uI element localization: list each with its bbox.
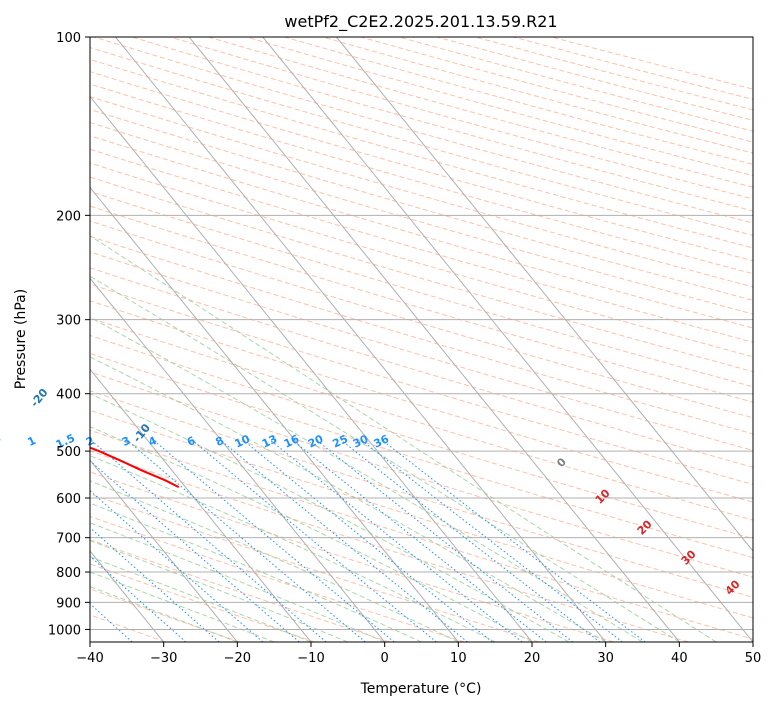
dry-adiabat-line (90, 47, 753, 236)
x-tick-label: 40 (671, 651, 688, 666)
mixing-ratio-line (382, 440, 646, 642)
x-tick-label: −10 (297, 651, 324, 666)
mixing-ratio-label: 0.6 (0, 431, 3, 451)
mixing-ratio-label: 16 (282, 432, 302, 450)
dry-adiabat-line (90, 121, 753, 315)
y-tick-label: 1000 (48, 623, 81, 638)
isotherm-line (90, 186, 459, 642)
x-tick-label: −30 (150, 651, 177, 666)
mixing-ratio-line (270, 440, 523, 642)
mixing-ratio-line (90, 490, 264, 642)
x-tick-label: −20 (224, 651, 251, 666)
isotherm-line (115, 37, 607, 642)
dry-adiabat-line (208, 37, 753, 188)
background-lines (90, 37, 753, 642)
y-tick-label: 500 (56, 445, 81, 460)
dry-adiabat-line (246, 37, 753, 177)
dry-adiabat-line (90, 176, 753, 373)
dry-adiabat-line (90, 267, 753, 468)
dry-adiabat-line (169, 37, 753, 200)
moist-adiabat-line (90, 571, 275, 642)
y-tick-label: 300 (56, 314, 81, 329)
dry-adiabat-line (93, 37, 753, 224)
dry-adiabat-line (90, 283, 753, 486)
y-tick-label: 700 (56, 532, 81, 547)
dry-adiabat-line (131, 37, 753, 212)
isotherm-line (90, 95, 533, 642)
dry-adiabat-line (90, 539, 390, 642)
dry-adiabat-line (90, 352, 753, 559)
dry-adiabat-line (90, 251, 753, 451)
mixing-ratio-line (90, 460, 300, 642)
x-tick-label: 10 (450, 651, 467, 666)
y-tick-label: 100 (56, 31, 81, 46)
y-tick-label: 600 (56, 492, 81, 507)
mixing-ratio-line (127, 440, 366, 642)
dry-adiabat-line (284, 37, 753, 165)
moist-adiabat-line (90, 522, 385, 642)
mixing-ratio-label: 20 (306, 432, 326, 450)
moist-adiabat-line (90, 586, 238, 642)
x-tick-label: 0 (381, 651, 389, 666)
mixing-ratio-label: 25 (331, 432, 350, 450)
dry-adiabat-line (90, 371, 753, 578)
mixing-ratio-line (192, 440, 437, 642)
y-axis-label: Pressure (hPa) (13, 289, 29, 389)
x-tick-label: 20 (524, 651, 541, 666)
mixing-ratio-label: 10 (233, 432, 253, 450)
mixing-ratio-label: 36 (372, 432, 392, 450)
axis-ticks: −40 −30 −20 −10 0 10 20 30 40 50 100 200 300 400 500 60… (48, 31, 761, 666)
y-tick-label: 800 (56, 566, 81, 581)
plot-frame (89, 36, 754, 643)
mixing-ratio-label: 30 (351, 432, 371, 450)
dry-adiabat-line (90, 162, 753, 358)
x-tick-label: 30 (597, 651, 614, 666)
x-tick-label: −40 (76, 651, 103, 666)
isotherm-line (90, 277, 386, 642)
isotherm-line (262, 37, 753, 642)
y-tick-label: 200 (56, 209, 81, 224)
y-tick-label: 400 (56, 388, 81, 403)
dry-adiabat-line (90, 235, 753, 435)
chart-title: wetPf2_C2E2.2025.201.13.59.R21 (284, 12, 557, 32)
isotherm-line (90, 459, 238, 642)
isotherm-line (90, 368, 312, 642)
dry-adiabat-line (90, 317, 753, 521)
mixing-ratio-line (153, 440, 395, 642)
x-tick-label: 50 (745, 651, 762, 666)
x-axis-label: Temperature (°C) (360, 681, 482, 697)
dry-adiabat-line (90, 135, 753, 329)
y-tick-label: 900 (56, 596, 81, 611)
mixing-ratio-line (361, 440, 623, 642)
dry-adiabat-line (90, 205, 753, 403)
dry-adiabat-line (90, 108, 753, 301)
moist-adiabat-line (90, 556, 312, 642)
mixing-ratio-line (243, 440, 493, 642)
isotherm-line (336, 37, 753, 552)
isotherm-line (188, 37, 680, 642)
mixing-ratio-label: 13 (260, 432, 279, 450)
mixing-ratio-line (220, 440, 468, 642)
mixing-ratio-line (341, 440, 601, 642)
